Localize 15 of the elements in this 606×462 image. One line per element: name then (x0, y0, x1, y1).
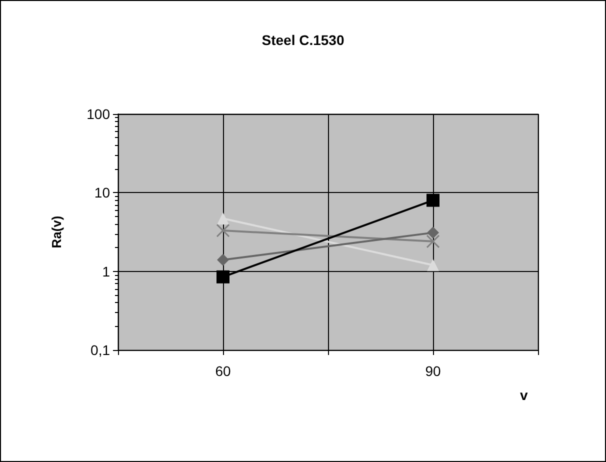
y-tick-label: 10 (94, 184, 110, 201)
y-tick-label: 0,1 (90, 342, 110, 358)
x-axis-title: v (520, 387, 528, 403)
point (216, 270, 230, 284)
point (217, 254, 229, 266)
point (216, 224, 230, 238)
point (426, 194, 440, 207)
y-tick-label: 100 (86, 106, 110, 122)
y-tick-label: 1 (102, 263, 110, 280)
x-tick-label: 90 (425, 363, 441, 379)
point (426, 234, 440, 248)
point (427, 226, 439, 239)
chart-title: Steel C.1530 (262, 32, 344, 48)
x-tick-label: 60 (215, 363, 231, 379)
y-axis-title: Ra(v) (49, 216, 64, 248)
